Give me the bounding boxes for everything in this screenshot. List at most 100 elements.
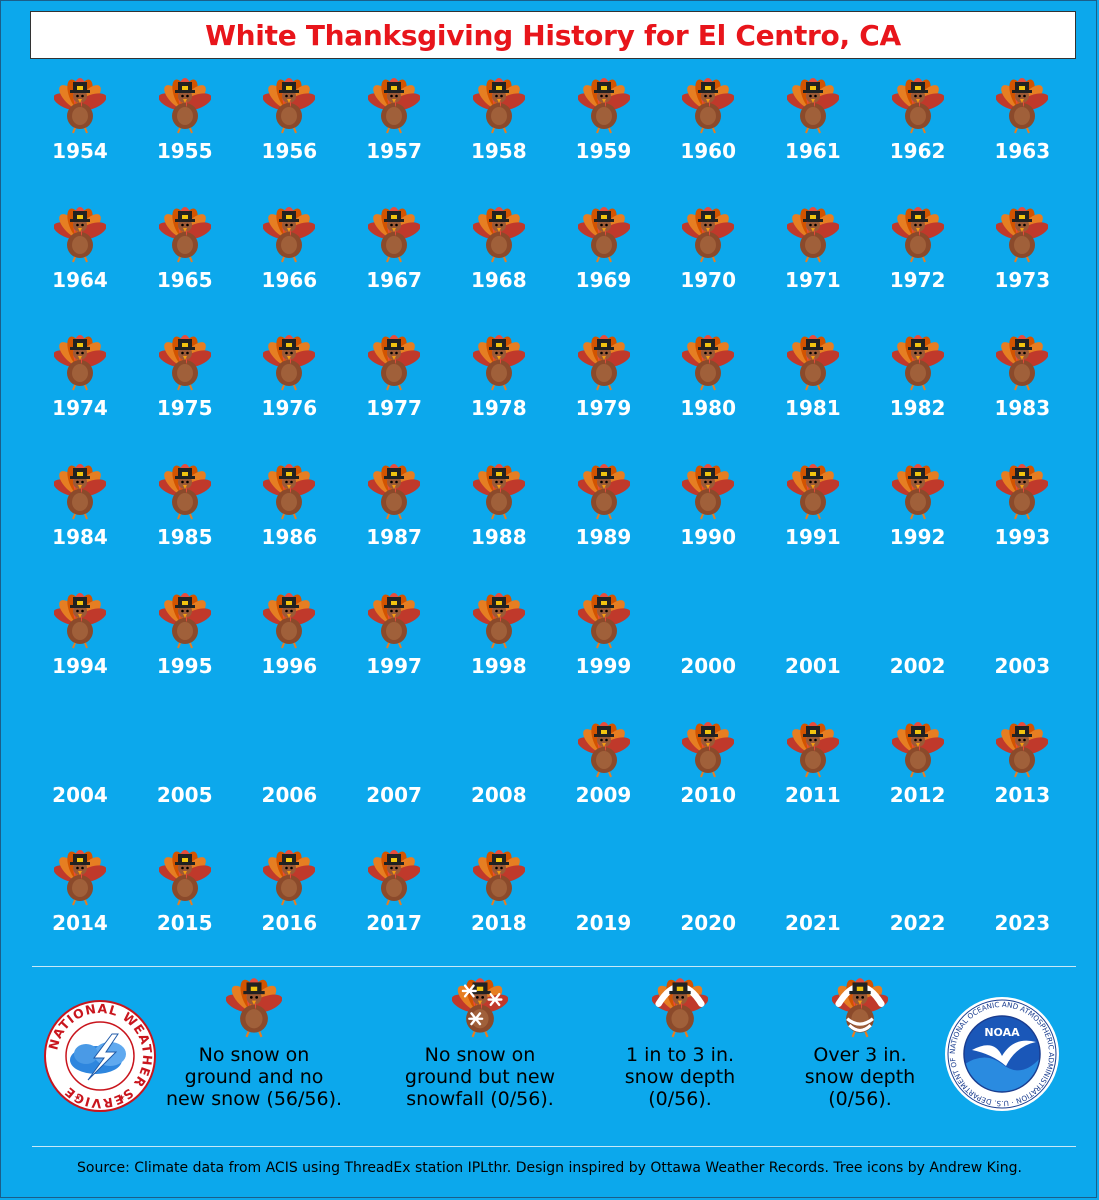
- turkey-icon: [891, 76, 945, 134]
- year-label: 2018: [470, 911, 527, 936]
- legend-item: Over 3 in. snow depth (0/56).: [755, 976, 965, 1110]
- year-cell: 1972: [866, 205, 970, 315]
- turkey-icon: [158, 76, 212, 134]
- legend-separator-top: [32, 966, 1076, 967]
- legend-item: 1 in to 3 in. snow depth (0/56).: [575, 976, 785, 1110]
- legend-label-line: ground and no: [184, 1066, 324, 1088]
- turkey-icon: [262, 333, 316, 391]
- year-label: 1967: [366, 267, 422, 292]
- year-label: 1990: [680, 525, 737, 550]
- year-cell: 1974: [28, 333, 132, 443]
- year-label: 1994: [52, 653, 108, 678]
- year-label: 1999: [575, 653, 632, 678]
- year-cell: 2010: [656, 720, 760, 830]
- turkey-icon: [472, 333, 526, 391]
- turkey-icon: [472, 205, 526, 263]
- turkey-icon: [576, 333, 631, 391]
- year-label: 2022: [889, 911, 946, 936]
- year-label: 1978: [470, 396, 527, 421]
- year-cell: 2000: [656, 591, 760, 701]
- year-cell: 2005: [133, 720, 237, 830]
- year-cell: 2020: [656, 848, 760, 958]
- year-label: 1996: [261, 653, 318, 678]
- turkey-icon: [786, 205, 840, 263]
- year-label: 2011: [785, 782, 841, 807]
- turkey-icon: [158, 333, 212, 391]
- turkey-icon: [576, 462, 631, 520]
- year-cell: 2006: [237, 720, 341, 830]
- year-label: 1955: [156, 139, 213, 163]
- legend-item: No snow on ground but new snowfall (0/56).: [375, 976, 585, 1110]
- legend-label: 1 in to 3 in. snow depth (0/56).: [575, 1044, 785, 1110]
- year-label: 1962: [889, 139, 946, 163]
- turkey-icon: [158, 205, 212, 263]
- year-cell: 2003: [970, 591, 1074, 701]
- year-cell: 1994: [28, 591, 132, 701]
- year-label: 1975: [156, 396, 213, 421]
- year-label: 1991: [785, 525, 841, 550]
- turkey-icon: [158, 591, 212, 649]
- year-cell: 1971: [761, 205, 865, 315]
- year-label: 1992: [889, 525, 946, 550]
- turkey-icon: [786, 720, 840, 778]
- svg-text:★: ★: [74, 1093, 81, 1102]
- legend-label-line: (0/56).: [648, 1088, 712, 1110]
- year-cell: 2008: [447, 720, 551, 830]
- year-cell: 1985: [133, 462, 237, 572]
- year-label: 1957: [366, 139, 422, 163]
- turkey-icon: [367, 462, 421, 520]
- noaa-logo-text: NOAA: [984, 1026, 1020, 1039]
- year-cell: 2001: [761, 591, 865, 701]
- year-label: 1986: [261, 525, 318, 550]
- legend-separator-bottom: [32, 1146, 1076, 1147]
- legend-label-line: Over 3 in.: [813, 1044, 907, 1066]
- year-cell: 1998: [447, 591, 551, 701]
- legend-label-line: No snow on: [198, 1044, 310, 1066]
- year-cell: 1969: [552, 205, 656, 315]
- turkey-icon: [681, 205, 735, 263]
- turkey-icon: [367, 205, 421, 263]
- year-cell: 1959: [552, 76, 656, 186]
- year-label: 1980: [680, 396, 737, 421]
- year-label: 2000: [680, 653, 737, 678]
- turkey-icon: [53, 462, 107, 520]
- year-cell: 2012: [866, 720, 970, 830]
- year-label: 1966: [261, 267, 318, 292]
- turkey-icon: [262, 205, 316, 263]
- year-cell: 2004: [28, 720, 132, 830]
- turkey-icon: [576, 205, 631, 263]
- year-label: 2015: [156, 911, 213, 936]
- turkey-icon: [472, 462, 526, 520]
- turkey-icon: [53, 333, 107, 391]
- turkey-icon: [158, 462, 212, 520]
- legend-label-line: No snow on: [424, 1044, 536, 1066]
- year-label: 2012: [889, 782, 946, 807]
- turkey-icon: [262, 76, 316, 134]
- year-cell: 1977: [342, 333, 446, 443]
- year-label: 1963: [994, 139, 1051, 163]
- year-cell: 1986: [237, 462, 341, 572]
- year-cell: 1965: [133, 205, 237, 315]
- turkey-icon: [53, 848, 107, 906]
- year-cell: 1975: [133, 333, 237, 443]
- legend-label-line: 1 in to 3 in.: [625, 1044, 735, 1066]
- year-label: 1984: [52, 525, 108, 550]
- legend-label: Over 3 in. snow depth (0/56).: [755, 1044, 965, 1110]
- year-label: 1983: [994, 396, 1051, 421]
- year-cell: 1988: [447, 462, 551, 572]
- year-cell: 2023: [970, 848, 1074, 958]
- year-label: 1974: [52, 396, 108, 421]
- year-label: 2007: [366, 782, 422, 807]
- year-label: 1959: [575, 139, 632, 163]
- year-cell: 1976: [237, 333, 341, 443]
- year-cell: 1962: [866, 76, 970, 186]
- turkey-icon: [158, 848, 212, 906]
- year-cell: 1995: [133, 591, 237, 701]
- turkey-snowcap-icon: [651, 976, 709, 1038]
- legend-label-line: new snow (56/56).: [165, 1088, 343, 1110]
- year-cell: 1980: [656, 333, 760, 443]
- turkey-icon: [681, 462, 735, 520]
- turkey-icon: [995, 720, 1049, 778]
- turkey-icon: [367, 76, 421, 134]
